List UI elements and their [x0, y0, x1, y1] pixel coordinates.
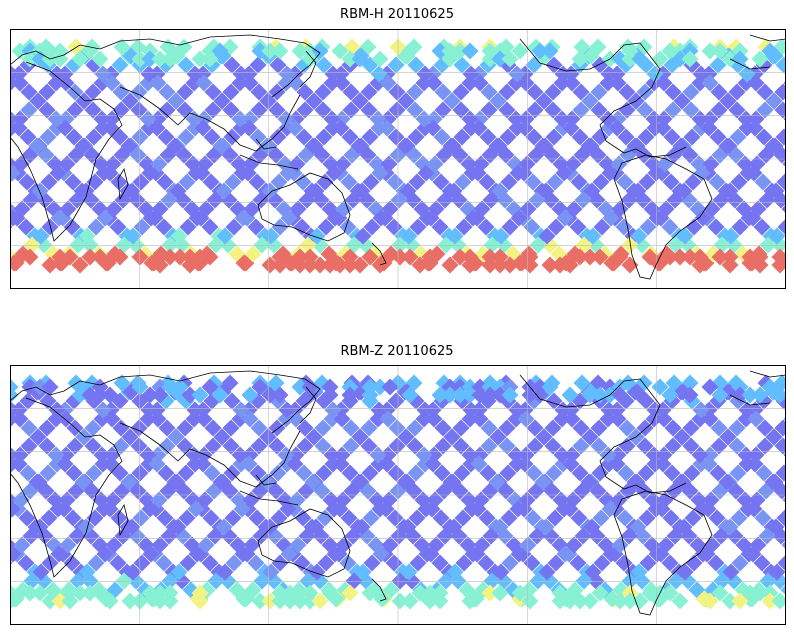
map-panel-rbm-h	[10, 29, 786, 289]
map-frame	[10, 29, 786, 289]
graticule	[10, 365, 786, 625]
coastlines	[10, 34, 786, 280]
map-panel-rbm-z	[10, 365, 786, 625]
swath-layer	[10, 38, 786, 274]
coastlines	[10, 370, 786, 616]
graticule	[10, 29, 786, 289]
panel-title-rbm-h: RBM-H 20110625	[340, 7, 454, 22]
map-frame	[10, 365, 786, 625]
panel-title-rbm-z: RBM-Z 20110625	[340, 344, 454, 359]
